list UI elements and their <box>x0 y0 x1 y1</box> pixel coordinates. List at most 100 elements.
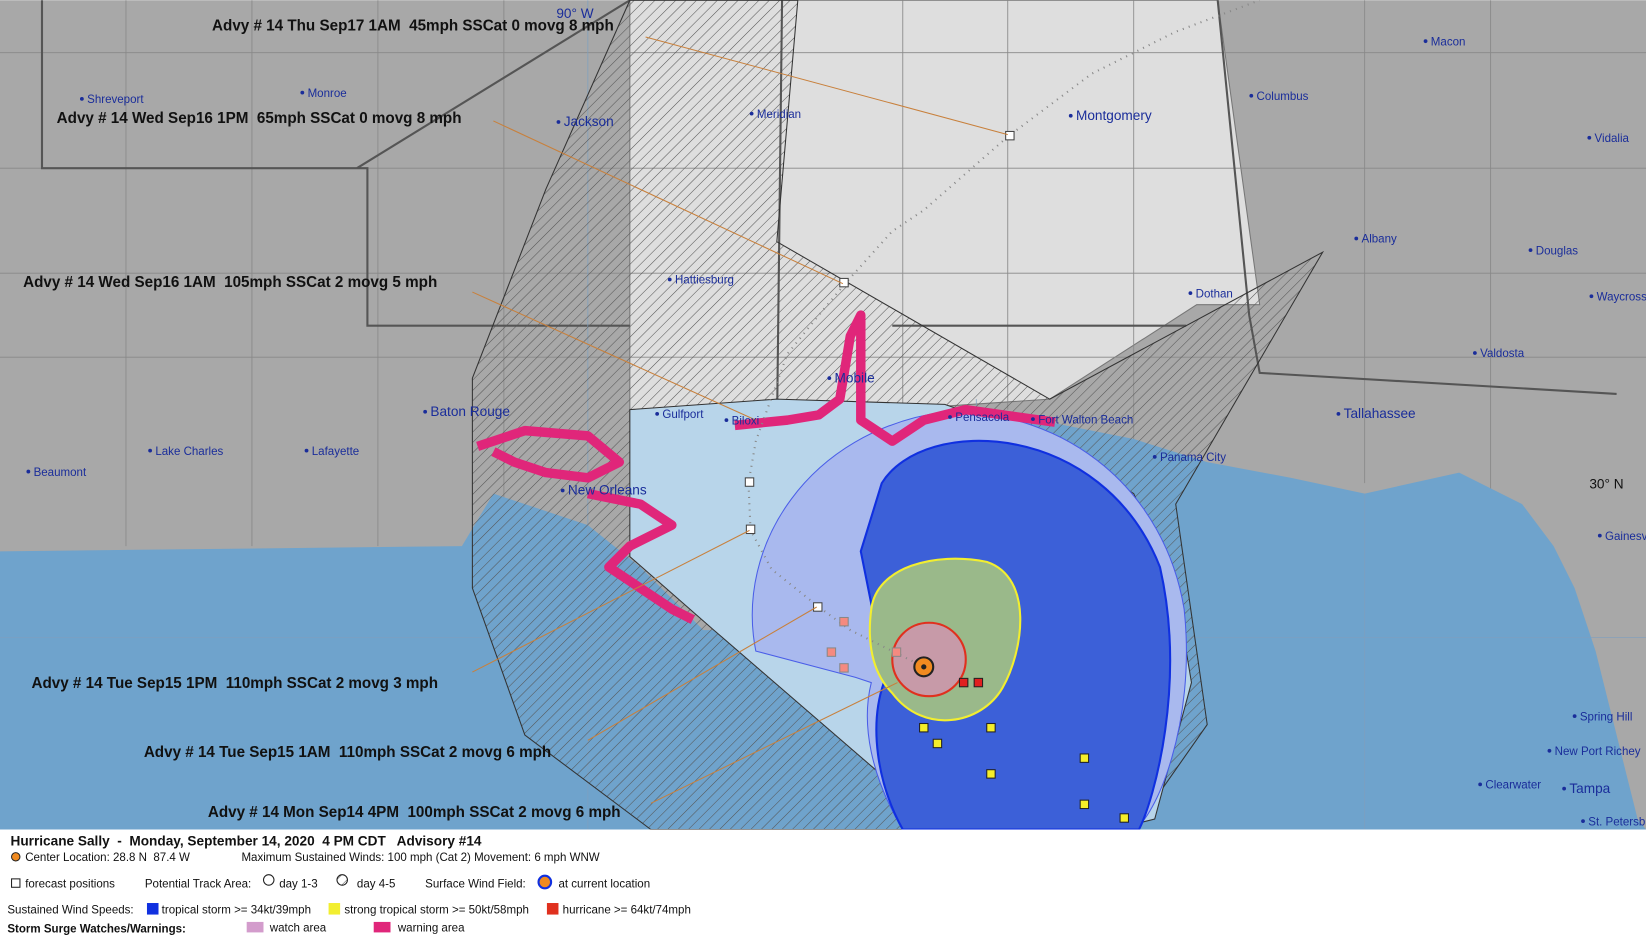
center-icon <box>11 852 21 862</box>
city-label: Tallahassee <box>1344 406 1416 421</box>
city-dot <box>1581 819 1585 824</box>
city-dot <box>1068 113 1073 118</box>
city-dot <box>300 90 305 95</box>
past-position <box>973 677 984 688</box>
center-location: Center Location: 28.8 N 87.4 W <box>25 852 190 864</box>
past-position <box>839 616 849 627</box>
day-1-3-icon <box>262 874 275 886</box>
day-4-5-label: day 4-5 <box>357 878 395 890</box>
advisory-label: Advy # 14 Mon Sep14 4PM 100mph SSCat 2 m… <box>208 804 621 821</box>
city-label: Shreveport <box>87 94 144 106</box>
storm-surge-warning <box>476 310 1056 624</box>
city-dot <box>1031 417 1035 421</box>
track <box>747 0 1261 668</box>
city-dot <box>724 418 729 423</box>
city-label: Biloxi <box>732 415 760 427</box>
city-label: Macon <box>1431 36 1466 48</box>
city-label: Beaumont <box>34 467 87 479</box>
city-dot <box>1587 135 1592 140</box>
past-position <box>986 722 996 733</box>
city-dot <box>1354 236 1359 241</box>
city-dot <box>1597 533 1602 538</box>
city-label: Spring Hill <box>1580 711 1633 723</box>
past-position <box>891 647 902 657</box>
storm-center-dot <box>921 664 927 670</box>
advisory-label: Advy # 14 Wed Sep16 1AM 105mph SSCat 2 m… <box>23 274 437 291</box>
city-label: Douglas <box>1536 245 1579 257</box>
forecast-position <box>744 477 755 487</box>
city-dot <box>1423 39 1428 44</box>
forecast-icon <box>11 878 21 888</box>
past-position <box>826 647 837 657</box>
advisory-label: Advy # 14 Thu Sep17 1AM 45mph SSCat 0 mo… <box>212 18 614 35</box>
hu-label: hurricane >= 64kt/74mph <box>563 905 691 917</box>
warning-swatch <box>373 921 391 933</box>
day-4-5-icon <box>336 874 348 886</box>
city-dot <box>79 97 84 101</box>
city-label: Clearwater <box>1485 780 1541 792</box>
city-dot <box>1336 411 1341 416</box>
city-dot <box>1562 786 1567 791</box>
city-label: Columbus <box>1257 91 1309 103</box>
city-label: Baton Rouge <box>430 404 510 419</box>
forecast-position <box>1005 130 1015 141</box>
past-position <box>1119 813 1130 823</box>
ts-swatch <box>146 903 159 915</box>
city-label: Montgomery <box>1076 108 1152 123</box>
city-label: Lafayette <box>312 446 359 458</box>
city-dot <box>560 488 565 493</box>
city-label: Meridian <box>757 109 801 121</box>
wind-field-label: Surface Wind Field: <box>425 878 526 890</box>
legend-panel <box>0 829 1646 940</box>
city-label: Monroe <box>308 88 347 100</box>
watch-swatch <box>246 921 264 933</box>
forecast-position <box>745 524 756 535</box>
city-dot <box>556 120 561 124</box>
past-position <box>986 769 996 779</box>
advisory-leaders <box>472 36 1008 804</box>
city-label: Waycross <box>1597 291 1646 303</box>
past-position <box>1079 799 1090 810</box>
city-dot <box>1528 248 1533 252</box>
city-dot <box>304 448 309 453</box>
longitude-label: 90° W <box>556 6 593 21</box>
surge-label: Storm Surge Watches/Warnings: <box>7 923 186 935</box>
city-dot <box>1473 351 1477 355</box>
city-label: Gulfport <box>662 409 704 421</box>
city-label: Albany <box>1362 234 1397 246</box>
city-label: Mobile <box>835 370 875 385</box>
city-dot <box>948 415 952 419</box>
city-dot <box>148 448 153 453</box>
past-position <box>919 722 929 733</box>
sts-label: strong tropical storm >= 50kt/58mph <box>344 905 529 917</box>
city-label: Tampa <box>1569 781 1610 796</box>
city-dot <box>655 411 660 416</box>
city-labels: Shreveport Monroe Jackson Meridian Montgomer… <box>26 36 1646 828</box>
city-dot <box>1152 454 1157 459</box>
max-winds: Maximum Sustained Winds: 100 mph (Cat 2)… <box>241 852 599 864</box>
city-dot <box>749 111 754 116</box>
city-label: Lake Charles <box>155 446 223 458</box>
city-label: New Orleans <box>568 483 647 498</box>
wind-speeds-label: Sustained Wind Speeds: <box>7 905 133 917</box>
legend-title: Hurricane Sally - Monday, September 14, … <box>10 833 481 848</box>
warning-label: warning area <box>397 922 465 934</box>
forecast-position <box>813 602 823 612</box>
city-label: Gainesville <box>1605 531 1646 543</box>
city-label: Valdosta <box>1480 348 1525 360</box>
city-label: Fort Walton Beach <box>1038 414 1133 426</box>
city-dot <box>1249 93 1254 98</box>
city-label: Hattiesburg <box>675 275 734 287</box>
sts-swatch <box>328 903 341 915</box>
city-label: Vidalia <box>1595 133 1630 145</box>
city-label: Jackson <box>564 114 614 129</box>
wind-field-icon <box>537 874 553 890</box>
city-label: St. Petersburg <box>1588 816 1646 828</box>
forecast-positions <box>744 130 1130 823</box>
past-position <box>958 677 969 688</box>
forecast-positions-label: forecast positions <box>25 878 115 890</box>
city-dot <box>1188 291 1193 296</box>
city-label: Panama City <box>1160 452 1226 464</box>
advisory-label: Advy # 14 Tue Sep15 1PM 110mph SSCat 2 m… <box>31 675 438 692</box>
